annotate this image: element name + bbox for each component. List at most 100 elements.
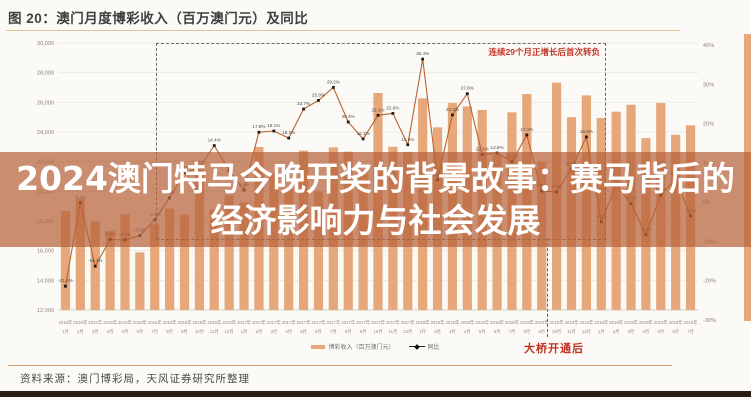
- svg-text:-21.4%: -21.4%: [58, 278, 73, 283]
- line-marker: [64, 284, 67, 288]
- svg-text:22.1%: 22.1%: [371, 107, 384, 112]
- legend-revenue-label: 博彩收入（百万澳门元）: [328, 345, 395, 351]
- line-marker: [331, 86, 335, 89]
- bar: [60, 211, 71, 310]
- bar: [150, 224, 160, 310]
- svg-text:12,000: 12,000: [37, 308, 54, 314]
- svg-text:14.4%: 14.4%: [208, 138, 221, 143]
- svg-text:-16.3%: -16.3%: [88, 258, 103, 263]
- line-marker: [406, 143, 410, 147]
- svg-text:25.9%: 25.9%: [312, 92, 325, 97]
- line-series-swatch: [408, 343, 425, 350]
- bar: [209, 209, 219, 310]
- svg-text:16.6%: 16.6%: [580, 129, 593, 134]
- svg-text:24,000: 24,000: [37, 130, 54, 136]
- svg-text:12.5%: 12.5%: [491, 145, 504, 150]
- line-marker: [317, 98, 320, 102]
- svg-text:29.2%: 29.2%: [327, 79, 340, 84]
- legend-yoy-label: 同比: [427, 345, 440, 351]
- svg-text:36.4%: 36.4%: [416, 51, 429, 56]
- bar: [75, 198, 85, 310]
- svg-text:22.2%: 22.2%: [446, 107, 459, 112]
- line-marker: [272, 129, 276, 133]
- svg-text:28,000: 28,000: [37, 71, 54, 77]
- svg-text:40%: 40%: [703, 43, 714, 49]
- bar: [165, 208, 175, 310]
- svg-text:23.7%: 23.7%: [297, 101, 310, 106]
- headline-overlay: 2024澳门特马今晚开奖的背景故事：赛马背后的 经济影响力与社会发展: [0, 152, 751, 247]
- footer-divider: [8, 365, 672, 366]
- bar: [284, 188, 294, 310]
- svg-text:16,000: 16,000: [37, 249, 54, 255]
- page-title: 图 20：澳门月度博彩收入（百万澳门元）及同比: [8, 11, 309, 26]
- svg-text:16.3%: 16.3%: [282, 130, 295, 135]
- bar: [105, 230, 115, 310]
- line-marker: [212, 144, 216, 147]
- legend-item-revenue: 博彩收入（百万澳门元）: [311, 342, 395, 351]
- line-marker: [287, 136, 291, 140]
- bar: [120, 214, 130, 310]
- growth-annotation-label: 连续29个月正增长后首次转负: [488, 47, 600, 57]
- svg-text:12.1%: 12.1%: [476, 147, 489, 152]
- headline-line-2: 经济影响力与社会发展: [210, 200, 541, 240]
- svg-text:20%: 20%: [703, 122, 714, 128]
- line-marker: [257, 130, 261, 134]
- svg-text:30%: 30%: [703, 82, 714, 88]
- svg-text:30,000: 30,000: [37, 41, 54, 47]
- bar: [179, 214, 190, 310]
- svg-text:17.1%: 17.1%: [520, 127, 533, 132]
- line-marker: [421, 57, 425, 61]
- svg-text:22.6%: 22.6%: [386, 105, 399, 110]
- chart-legend: 博彩收入（百万澳门元） 同比: [0, 342, 751, 351]
- line-marker: [346, 120, 350, 124]
- bar-series-swatch: [311, 344, 326, 349]
- svg-text:26,000: 26,000: [37, 100, 54, 106]
- line-marker: [525, 133, 529, 137]
- source-note: 资料来源：澳门博彩局，天风证券研究所整理: [20, 373, 250, 385]
- svg-text:14,000: 14,000: [37, 278, 54, 284]
- line-marker: [465, 92, 469, 96]
- bar: [224, 195, 234, 310]
- svg-text:16.1%: 16.1%: [357, 131, 370, 136]
- svg-text:18.1%: 18.1%: [267, 123, 280, 128]
- line-marker: [93, 264, 97, 268]
- headline-line-1: 2024澳门特马今晚开奖的背景故事：赛马背后的: [16, 158, 735, 198]
- svg-text:14.6%: 14.6%: [401, 137, 414, 142]
